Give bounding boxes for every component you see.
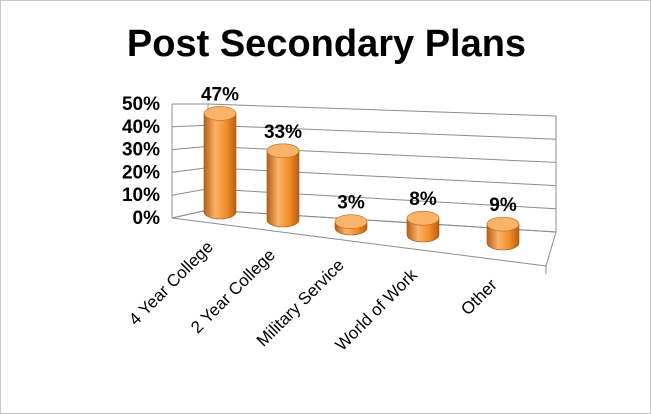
back-gridline <box>207 124 557 140</box>
bar-cylinder <box>203 113 237 220</box>
category-label: World of Work <box>332 265 421 354</box>
bar-cylinder-top <box>406 210 440 226</box>
bar-cylinder <box>486 223 520 251</box>
back-gridline <box>207 167 557 187</box>
back-gridline <box>207 188 557 210</box>
bar-cylinder <box>266 150 300 228</box>
category-label: Other <box>457 275 501 319</box>
wall-gridline-left <box>171 188 209 196</box>
y-tick-label: 0% <box>133 208 161 229</box>
bar-cylinder-top <box>203 106 237 121</box>
y-tick-label: 20% <box>122 162 160 183</box>
y-tick-label: 50% <box>122 94 160 115</box>
wall-gridline-left <box>171 167 209 173</box>
data-label: 3% <box>337 193 365 214</box>
bar-cylinder-top <box>486 216 520 232</box>
y-tick-label: 40% <box>122 117 160 138</box>
y-tick-label: 30% <box>122 140 160 161</box>
bar-cylinder-top <box>266 143 300 159</box>
back-gridline <box>207 145 557 163</box>
data-label: 8% <box>409 189 437 210</box>
back-gridline <box>207 103 557 117</box>
data-label: 9% <box>489 195 517 216</box>
data-label: 33% <box>264 122 302 143</box>
bar-cylinder-top <box>334 214 368 230</box>
floor-outline <box>171 209 557 267</box>
wall-gridline-left <box>171 124 209 128</box>
data-label: 47% <box>201 84 239 105</box>
wall-gridline-left <box>171 145 209 151</box>
y-tick-label: 10% <box>122 185 160 206</box>
chart-title: Post Secondary Plans <box>126 23 527 65</box>
